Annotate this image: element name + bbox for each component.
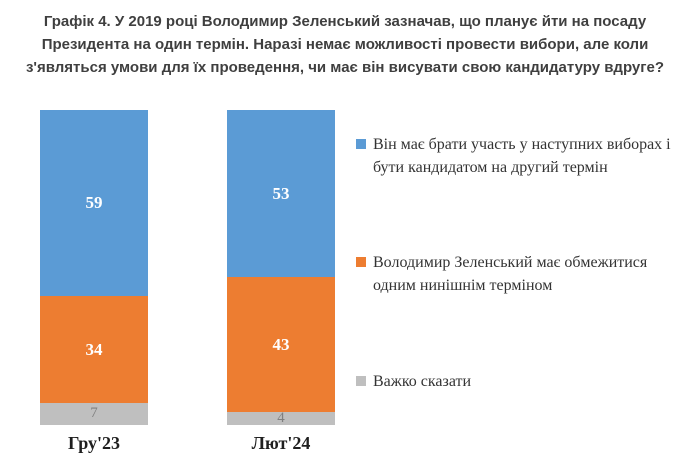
stacked-bar: 59 34 7 [40, 110, 148, 425]
legend-marker-icon [356, 257, 366, 267]
legend-marker-icon [356, 376, 366, 386]
bar-segment: 7 [40, 402, 148, 425]
bar-segment: 59 [40, 110, 148, 296]
category-label: Лют'24 [251, 433, 311, 453]
bar-segment: 43 [227, 276, 335, 413]
bar-segment: 53 [227, 110, 335, 277]
bar-segment: 34 [40, 295, 148, 403]
legend-item: Важко сказати [356, 370, 680, 393]
stacked-bar: 53 43 4 [227, 110, 335, 427]
value-label: 59 [85, 193, 103, 213]
bar-segment: 4 [227, 410, 335, 427]
legend-item: Володимир Зеленський має обмежитися одни… [356, 251, 680, 297]
legend-label: Володимир Зеленський має обмежитися одни… [373, 254, 648, 294]
legend-label: Важко сказати [373, 373, 472, 390]
legend-label: Він має брати участь у наступних виборах… [373, 136, 671, 176]
value-label: 4 [277, 410, 285, 427]
value-label: 43 [272, 335, 290, 355]
plot-area: 59 34 7 53 43 4 [40, 110, 336, 427]
category-label: Гру'23 [67, 433, 121, 453]
chart-title: Графік 4. У 2019 році Володимир Зеленськ… [25, 13, 665, 76]
legend-marker-icon [356, 139, 366, 149]
value-label: 34 [85, 339, 103, 359]
value-label: 53 [272, 183, 290, 203]
value-label: 7 [90, 405, 98, 422]
legend-item: Він має брати участь у наступних виборах… [356, 133, 680, 179]
